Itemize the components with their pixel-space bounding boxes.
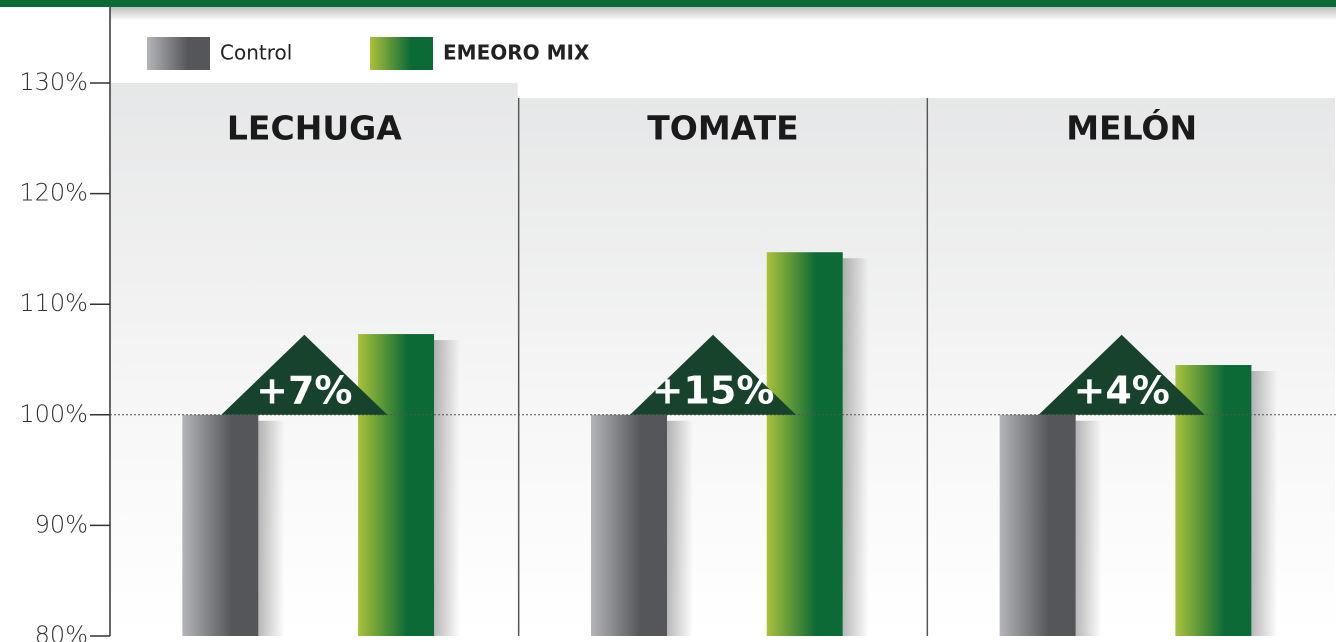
annotation-label: +15% xyxy=(652,368,775,412)
bar xyxy=(999,414,1076,636)
legend-label: EMEORO MIX xyxy=(443,41,590,65)
bar-shadow xyxy=(434,340,461,636)
annotation-triangle xyxy=(221,334,388,415)
y-tick-label: 80% xyxy=(35,621,88,642)
y-tick-label: 130% xyxy=(19,68,88,96)
bar-shadow xyxy=(258,420,285,636)
bar-shadow xyxy=(842,258,869,636)
bar-shadow xyxy=(667,420,694,636)
category-title: MELÓN xyxy=(1066,108,1197,148)
y-tick-label: 100% xyxy=(19,400,88,428)
y-tick-label: 120% xyxy=(19,179,88,207)
top-band xyxy=(0,0,1336,7)
bar xyxy=(182,414,259,636)
y-tick-label: 90% xyxy=(35,510,88,538)
category-title: LECHUGA xyxy=(227,109,402,148)
y-tick-label: 110% xyxy=(19,289,88,317)
bar xyxy=(358,334,435,636)
bar-shadow xyxy=(1075,420,1102,636)
category-title: TOMATE xyxy=(647,109,798,148)
legend-swatch xyxy=(147,37,210,70)
legend-label: Control xyxy=(220,41,292,65)
annotation-triangle xyxy=(1038,334,1205,415)
top-shadow xyxy=(110,7,1336,21)
bar-shadow xyxy=(1251,371,1278,636)
annotation-label: +4% xyxy=(1073,368,1169,412)
legend-swatch xyxy=(370,37,433,70)
bar xyxy=(591,414,668,636)
bar xyxy=(766,252,843,636)
annotation-triangle xyxy=(630,334,796,415)
annotation-label: +7% xyxy=(256,368,352,412)
